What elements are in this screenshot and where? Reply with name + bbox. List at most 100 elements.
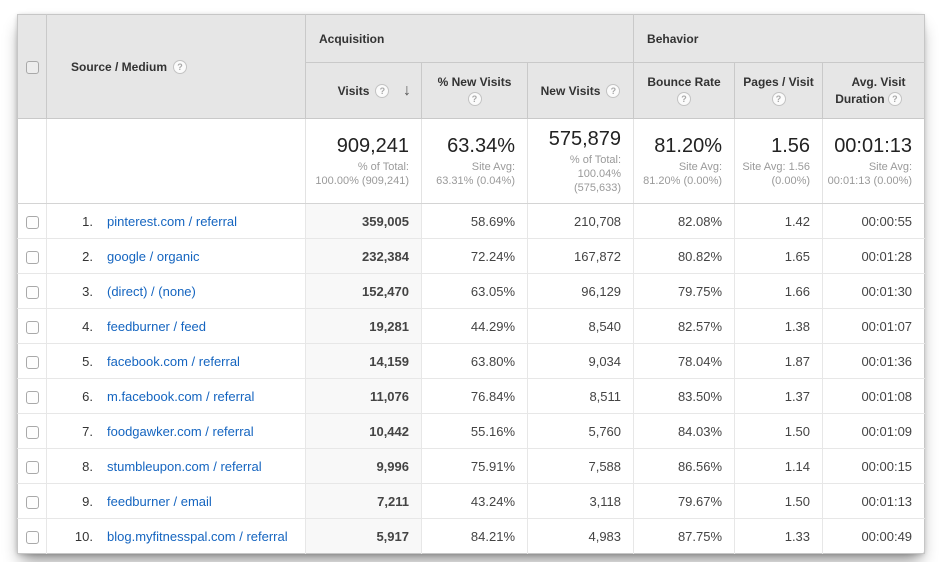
column-header-bounce-rate[interactable]: Bounce Rate ? bbox=[633, 62, 735, 119]
visits-cell: 7,211 bbox=[305, 483, 422, 519]
source-link[interactable]: google / organic bbox=[107, 248, 200, 264]
pages-visit-label: Pages / Visit bbox=[743, 75, 814, 89]
help-icon[interactable]: ? bbox=[467, 92, 482, 106]
source-link[interactable]: feedburner / email bbox=[107, 493, 212, 509]
row-checkbox-cell bbox=[17, 203, 47, 239]
group-header-behavior: Behavior bbox=[633, 14, 925, 63]
row-checkbox[interactable] bbox=[25, 460, 39, 474]
row-checkbox[interactable] bbox=[25, 320, 39, 334]
column-header-pages-visit[interactable]: Pages / Visit ? bbox=[734, 62, 823, 119]
totals-pct-new-visits: 63.34% Site Avg: 63.31% (0.04%) bbox=[421, 118, 528, 204]
source-cell: 7. foodgawker.com / referral bbox=[46, 413, 306, 449]
source-medium-label: Source / Medium bbox=[71, 59, 168, 74]
new-visits-cell: 167,872 bbox=[526, 238, 634, 274]
avg-duration-cell: 00:01:09 bbox=[822, 413, 925, 449]
source-link[interactable]: foodgawker.com / referral bbox=[107, 423, 254, 439]
help-icon[interactable]: ? bbox=[887, 92, 902, 107]
pages-visit-cell: 1.38 bbox=[734, 308, 823, 344]
table-row: 6. m.facebook.com / referral 11,076 76.84… bbox=[17, 378, 925, 414]
row-checkbox[interactable] bbox=[25, 390, 39, 404]
totals-visits-value: 909,241 bbox=[336, 135, 409, 157]
pct-new-visits-cell: 55.16% bbox=[421, 413, 528, 449]
help-icon[interactable]: ? bbox=[771, 92, 786, 106]
bounce-rate-cell: 84.03% bbox=[633, 413, 735, 449]
new-visits-cell: 210,708 bbox=[526, 203, 634, 239]
behavior-group-label: Behavior bbox=[647, 31, 699, 46]
table-row: 10. blog.myfitnesspal.com / referral 5,91… bbox=[17, 518, 925, 554]
source-link[interactable]: pinterest.com / referral bbox=[107, 213, 238, 229]
row-checkbox[interactable] bbox=[25, 355, 39, 369]
source-link[interactable]: stumbleupon.com / referral bbox=[107, 458, 262, 474]
totals-row: 909,241 % of Total: 100.00% (909,241) 63… bbox=[17, 118, 925, 204]
totals-pages-value: 1.56 bbox=[771, 135, 811, 157]
source-cell: 1. pinterest.com / referral bbox=[46, 203, 306, 239]
totals-source-cell bbox=[46, 118, 306, 204]
avg-duration-cell: 00:01:28 bbox=[822, 238, 925, 274]
pct-new-visits-cell: 75.91% bbox=[421, 448, 528, 484]
visits-cell: 10,442 bbox=[305, 413, 422, 449]
source-link[interactable]: m.facebook.com / referral bbox=[107, 388, 255, 404]
pages-visit-cell: 1.65 bbox=[734, 238, 823, 274]
row-checkbox-cell bbox=[17, 413, 47, 449]
bounce-rate-cell: 79.67% bbox=[633, 483, 735, 519]
help-icon[interactable]: ? bbox=[606, 83, 621, 98]
new-visits-cell: 96,129 bbox=[526, 273, 634, 309]
source-link[interactable]: facebook.com / referral bbox=[107, 353, 240, 369]
visits-label: Visits bbox=[337, 83, 370, 98]
pct-new-visits-cell: 44.29% bbox=[421, 308, 528, 344]
help-icon[interactable]: ? bbox=[677, 92, 692, 106]
row-checkbox[interactable] bbox=[25, 530, 39, 544]
select-all-checkbox[interactable] bbox=[25, 60, 39, 74]
bounce-rate-cell: 86.56% bbox=[633, 448, 735, 484]
column-header-source-medium[interactable]: Source / Medium ? bbox=[46, 14, 306, 119]
visits-cell: 14,159 bbox=[305, 343, 422, 379]
avg-duration-cell: 00:01:36 bbox=[822, 343, 925, 379]
new-visits-cell: 7,588 bbox=[526, 448, 634, 484]
help-icon[interactable]: ? bbox=[173, 59, 188, 74]
avg-duration-cell: 00:01:08 bbox=[822, 378, 925, 414]
totals-pct-new-subtext: Site Avg: 63.31% (0.04%) bbox=[436, 161, 515, 187]
row-rank: 6. bbox=[82, 388, 93, 404]
column-header-visits[interactable]: Visits ? ↓ bbox=[305, 62, 422, 119]
source-cell: 3. (direct) / (none) bbox=[46, 273, 306, 309]
column-header-pct-new-visits[interactable]: % New Visits ? bbox=[421, 62, 528, 119]
totals-bounce-subtext: Site Avg: 81.20% (0.00%) bbox=[643, 161, 723, 187]
row-checkbox[interactable] bbox=[25, 495, 39, 509]
source-link[interactable]: blog.myfitnesspal.com / referral bbox=[107, 528, 288, 544]
source-cell: 6. m.facebook.com / referral bbox=[46, 378, 306, 414]
new-visits-label: New Visits bbox=[540, 83, 601, 98]
totals-new-visits-value: 575,879 bbox=[548, 128, 622, 150]
group-header-row: Source / Medium ? Acquisition Behavior bbox=[17, 14, 925, 119]
table-row: 4. feedburner / feed 19,281 44.29% 8,540 … bbox=[17, 308, 925, 344]
avg-duration-cell: 00:01:13 bbox=[822, 483, 925, 519]
row-checkbox[interactable] bbox=[25, 425, 39, 439]
source-link[interactable]: feedburner / feed bbox=[107, 318, 207, 334]
row-rank: 5. bbox=[82, 353, 93, 369]
pct-new-visits-cell: 76.84% bbox=[421, 378, 528, 414]
avg-duration-cell: 00:00:49 bbox=[822, 518, 925, 554]
table-row: 1. pinterest.com / referral 359,005 58.69… bbox=[17, 203, 925, 239]
pages-visit-cell: 1.50 bbox=[734, 413, 823, 449]
visits-cell: 19,281 bbox=[305, 308, 422, 344]
help-icon[interactable]: ? bbox=[375, 83, 390, 98]
row-checkbox[interactable] bbox=[25, 250, 39, 264]
row-checkbox[interactable] bbox=[25, 215, 39, 229]
source-medium-table: Source / Medium ? Acquisition Behavior V… bbox=[17, 14, 926, 554]
row-rank: 3. bbox=[82, 283, 93, 299]
row-rank: 4. bbox=[82, 318, 93, 334]
totals-pct-new-value: 63.34% bbox=[447, 135, 515, 157]
new-visits-cell: 9,034 bbox=[526, 343, 634, 379]
column-header-avg-visit-duration[interactable]: Avg. Visit Duration ? bbox=[822, 62, 925, 119]
totals-new-visits-subtext: % of Total: 100.04% (575,633) bbox=[569, 154, 622, 194]
row-checkbox-cell bbox=[17, 518, 47, 554]
source-link[interactable]: (direct) / (none) bbox=[107, 283, 196, 299]
totals-duration-value: 00:01:13 bbox=[834, 135, 913, 157]
column-header-new-visits[interactable]: New Visits ? bbox=[526, 62, 634, 119]
avg-duration-cell: 00:00:15 bbox=[822, 448, 925, 484]
row-checkbox-cell bbox=[17, 448, 47, 484]
row-checkbox[interactable] bbox=[25, 285, 39, 299]
bounce-rate-cell: 79.75% bbox=[633, 273, 735, 309]
visits-cell: 359,005 bbox=[305, 203, 422, 239]
row-rank: 10. bbox=[74, 528, 93, 544]
pages-visit-cell: 1.33 bbox=[734, 518, 823, 554]
